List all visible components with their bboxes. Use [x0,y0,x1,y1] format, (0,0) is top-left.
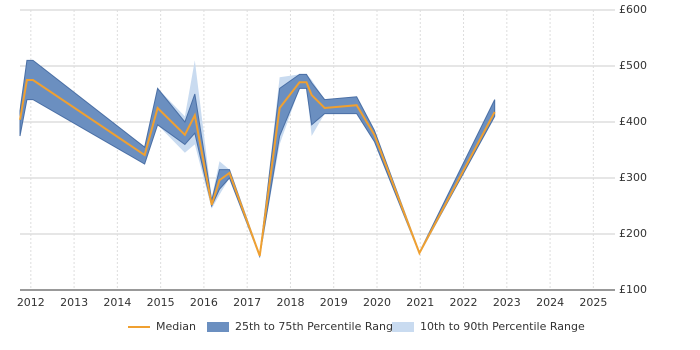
x-tick-label: 2023 [493,296,521,309]
legend-swatch [207,322,229,332]
legend-swatch [392,322,414,332]
median-line [19,79,496,257]
x-tick-label: 2025 [579,296,607,309]
percentile-band [20,60,495,257]
x-tick-label: 2021 [406,296,434,309]
x-tick-label: 2012 [17,296,45,309]
y-tick-label: £300 [619,171,647,184]
x-tick-label: 2018 [276,296,304,309]
x-tick-label: 2014 [103,296,131,309]
percentile-band [19,59,496,259]
x-tick-label: 2020 [363,296,391,309]
x-tick-label: 2016 [190,296,218,309]
x-tick-label: 2022 [450,296,478,309]
legend-label: 25th to 75th Percentile Range [235,320,400,333]
x-tick-label: 2019 [320,296,348,309]
y-tick-label: £600 [619,3,647,16]
y-tick-label: £400 [619,115,647,128]
x-tick-label: 2017 [233,296,261,309]
x-tick-label: 2024 [536,296,564,309]
y-tick-label: £100 [619,283,647,296]
y-tick-label: £500 [619,59,647,72]
legend-label: 10th to 90th Percentile Range [420,320,585,333]
legend-label: Median [156,320,196,333]
x-tick-label: 2015 [147,296,175,309]
x-tick-label: 2013 [60,296,88,309]
y-tick-label: £200 [619,227,647,240]
